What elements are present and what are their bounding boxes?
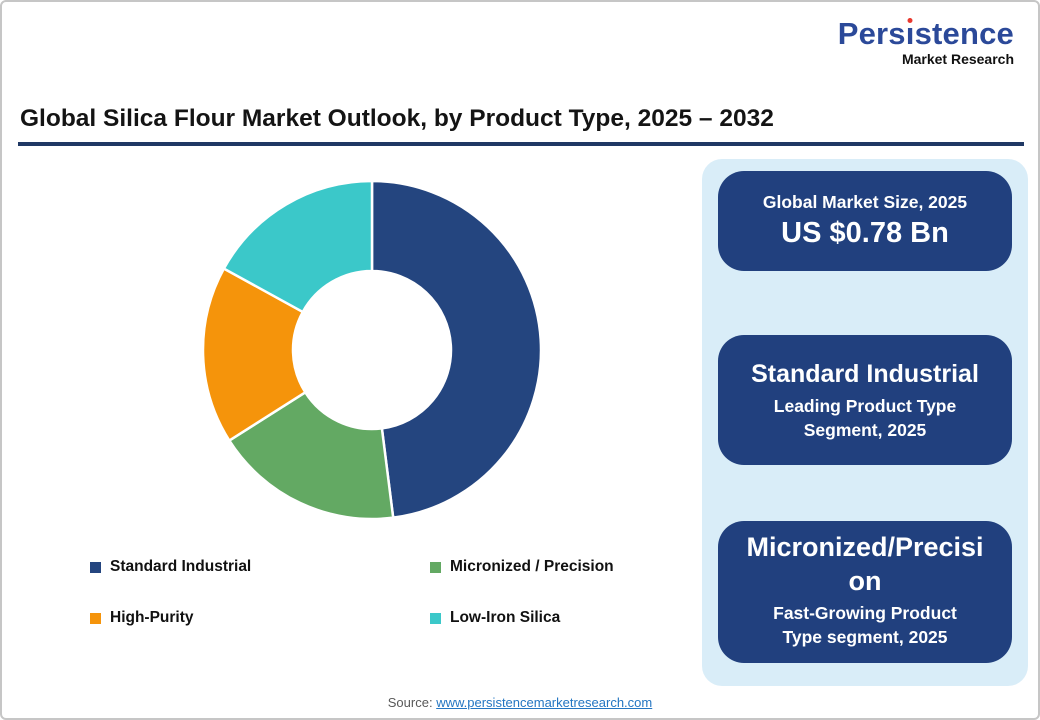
title-underline [18, 142, 1024, 146]
source-line: Source: www.persistencemarketresearch.co… [2, 695, 1038, 710]
source-link[interactable]: www.persistencemarketresearch.com [436, 695, 653, 710]
market-size-card-title: Global Market Size, 2025 [762, 192, 968, 212]
legend-label: High-Purity [110, 609, 194, 626]
legend-swatch-icon [90, 562, 101, 573]
legend-swatch-icon [430, 613, 441, 624]
pie-segment-high-purity [201, 266, 308, 443]
legend-label: Micronized / Precision [450, 558, 614, 575]
highlights-panel: Global Market Size, 2025 US $0.78 Bn Sta… [702, 159, 1028, 686]
donut-chart [201, 179, 543, 521]
leading-segment-subtitle: Leading Product Type Segment, 2025 [773, 395, 957, 440]
logo-tagline: Market Research [901, 50, 1014, 67]
pie-segment-micronized-precision [227, 390, 395, 521]
legend-swatch-icon [90, 613, 101, 624]
legend-swatch-icon [430, 562, 441, 573]
fast-growing-segment-subtitle: Fast-Growing Product Type segment, 2025 [773, 603, 957, 648]
legend-item-micronized-precision: Micronized / Precision [430, 558, 630, 576]
page-title: Global Silica Flour Market Outlook, by P… [20, 105, 774, 132]
pie-segment-standard-industrial [370, 179, 543, 520]
pie-segment-low-iron-silica [222, 179, 374, 314]
company-logo: Persıstence Market Research [837, 16, 1014, 67]
fast-growing-segment-card: Micronized/Precision Fast-Growing Produc… [718, 520, 1012, 663]
logo-brand-text: Persıstence [837, 16, 1014, 51]
legend-label: Standard Industrial [110, 558, 252, 575]
legend-item-standard-industrial: Standard Industrial [90, 558, 430, 576]
logo-red-dot-icon: ı [905, 16, 915, 51]
legend-label: Low-Iron Silica [450, 609, 561, 626]
market-size-value: US $0.78 Bn [781, 217, 949, 249]
legend-item-low-iron-silica: Low-Iron Silica [430, 609, 630, 627]
leading-segment-title: Standard Industrial [751, 360, 979, 388]
leading-segment-card: Standard Industrial Leading Product Type… [718, 335, 1012, 465]
source-label: Source: [387, 695, 433, 710]
chart-legend: Standard Industrial Micronized / Precisi… [90, 558, 630, 627]
legend-item-high-purity: High-Purity [90, 609, 430, 627]
market-size-card: Global Market Size, 2025 US $0.78 Bn [718, 171, 1012, 271]
fast-growing-segment-title: Micronized/Precision [746, 531, 984, 597]
